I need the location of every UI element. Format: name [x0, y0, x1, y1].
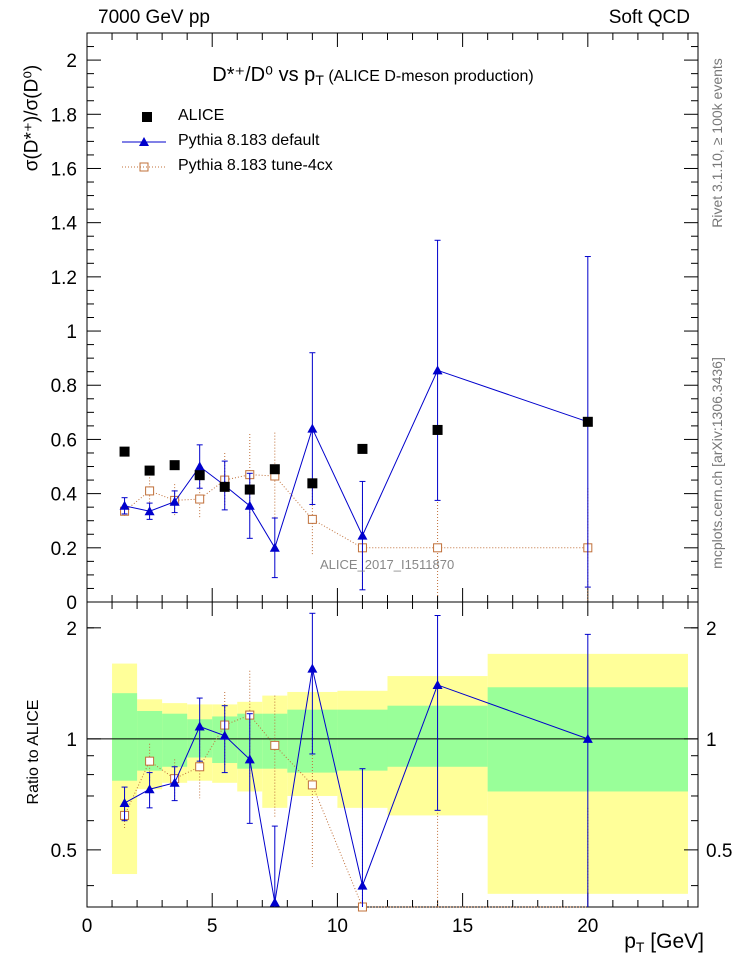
y-tick-label-top: 1 [66, 322, 77, 343]
title-tail: (ALICE D-meson production) [323, 68, 534, 85]
y-axis-label-bottom: Ratio to ALICE [25, 699, 42, 805]
stat-uncertainty-band [162, 713, 188, 767]
pythia-4cx-point-top [195, 494, 205, 504]
pythia-default-point-top [307, 423, 318, 433]
y-tick-label-top: 0.8 [51, 376, 77, 397]
alice-point [169, 460, 180, 471]
legend: ALICE Pythia 8.183 default Pythia 8.183 … [110, 104, 390, 184]
process-label: Soft QCD [608, 7, 690, 28]
pythia-default-point-top [244, 500, 255, 510]
y-tick-label-bottom-right: 1 [706, 730, 717, 751]
legend-label-pythia-default: Pythia 8.183 default [178, 132, 320, 149]
pythia-4cx-point-top [307, 514, 317, 524]
x-axis-label-main: p [624, 930, 636, 953]
pythia-default-line-top [124, 369, 588, 550]
pythia-default-point-top [144, 506, 155, 516]
y-axis-label-top: σ(D*⁺)/σ(D⁰) [21, 64, 43, 172]
alice-point [357, 443, 368, 454]
x-tick-label: 5 [207, 916, 218, 937]
pythia-default-point-ratio [144, 784, 155, 794]
x-tick-label: 0 [82, 916, 93, 937]
chart-title: D*⁺/D⁰ vs pT (ALICE D-meson production) [0, 62, 746, 88]
pythia-4cx-point-ratio [307, 780, 317, 790]
y-tick-label-bottom: 1 [66, 730, 77, 751]
y-tick-label-top: 1.4 [51, 214, 78, 235]
alice-point [119, 446, 130, 457]
pythia-default-point-ratio [432, 679, 443, 689]
legend-label-alice: ALICE [178, 107, 225, 124]
bottom-panel-frame [86, 601, 699, 908]
pythia-4cx-point-top [433, 543, 443, 553]
alice-point [269, 464, 280, 475]
pythia-default-point-top [432, 365, 443, 375]
pythia-default-point-top [194, 461, 205, 471]
pythia-default-point-ratio [357, 880, 368, 890]
pythia-4cx-point-ratio [195, 762, 205, 772]
x-axis-label: pT [GeV] [624, 930, 704, 955]
pythia-default-point-top [269, 542, 280, 552]
y-tick-label-bottom: 0.5 [51, 841, 77, 862]
legend-marker-pythia-4cx [122, 162, 166, 172]
alice-point [194, 470, 205, 481]
y-tick-label-top: 2 [66, 51, 77, 72]
alice-point [307, 478, 318, 489]
y-tick-label-bottom-right: 0.5 [706, 841, 732, 862]
pythia-4cx-point-top [145, 486, 155, 496]
y-tick-label-top: 0.6 [51, 430, 77, 451]
alice-point [432, 424, 443, 435]
pythia-default-point-ratio [582, 733, 593, 743]
pythia-default-point-ratio [169, 777, 180, 787]
x-tick-label: 15 [452, 916, 473, 937]
mcplots-label: mcplots.cern.ch [arXiv:1306.3436] [709, 357, 725, 569]
y-tick-label-bottom-right: 2 [706, 619, 717, 640]
x-tick-label: 20 [577, 916, 598, 937]
pythia-default-point-ratio [219, 730, 230, 740]
y-tick-label-top: 1.8 [51, 105, 77, 126]
title-main: D*⁺/D⁰ vs p [212, 64, 316, 86]
y-tick-label-bottom: 2 [66, 619, 77, 640]
pythia-default-point-ratio [307, 663, 318, 673]
y-tick-label-top: 0.2 [51, 539, 77, 560]
alice-point [244, 484, 255, 495]
alice-point [144, 465, 155, 476]
y-tick-label-top: 1.2 [51, 268, 77, 289]
alice-point [582, 416, 593, 427]
pythia-default-point-ratio [194, 721, 205, 731]
pythia-default-point-ratio [244, 754, 255, 764]
pythia-default-point-top [357, 530, 368, 540]
pythia-default-point-top [169, 496, 180, 506]
legend-label-pythia-4cx: Pythia 8.183 tune-4cx [178, 157, 333, 174]
pythia-4cx-point-ratio [145, 756, 155, 766]
pythia-4cx-point-ratio [270, 740, 280, 750]
y-tick-label-top: 0 [66, 593, 77, 614]
pythia-default-point-top [119, 500, 130, 510]
alice-point [219, 481, 230, 492]
x-axis-label-unit: [GeV] [644, 930, 704, 953]
pythia-4cx-line-ratio [124, 714, 588, 908]
pythia-default-point-ratio [269, 897, 280, 907]
legend-marker-pythia-default [122, 137, 166, 146]
x-tick-label: 10 [327, 916, 348, 937]
y-tick-label-top: 0.4 [51, 485, 78, 506]
energy-label: 7000 GeV pp [98, 7, 210, 28]
reference-label: ALICE_2017_I1511870 [320, 557, 455, 572]
rivet-label: Rivet 3.1.10, ≥ 100k events [709, 58, 725, 228]
y-tick-label-top: 1.6 [51, 159, 77, 180]
pythia-default-point-ratio [119, 797, 130, 807]
x-axis-label-subscript: T [635, 939, 645, 956]
title-subscript: T [315, 72, 324, 89]
stat-uncertainty-band [337, 709, 388, 771]
stat-uncertainty-band [112, 693, 138, 781]
pythia-4cx-line-top [124, 474, 588, 549]
legend-marker-alice [142, 112, 152, 122]
